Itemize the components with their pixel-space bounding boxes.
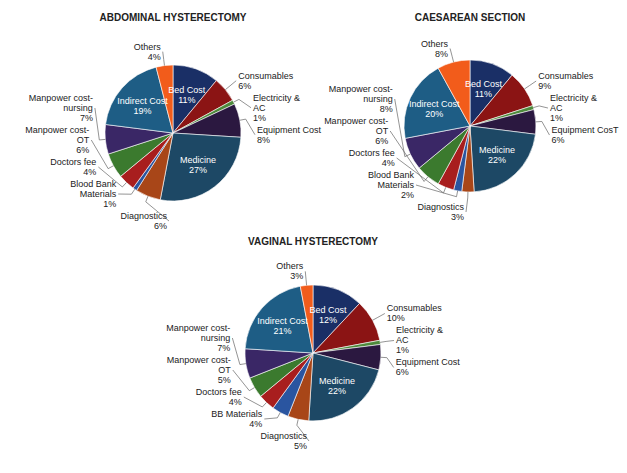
svg-text:4%: 4% [229, 397, 242, 407]
svg-text:Manpower cost-: Manpower cost- [167, 355, 231, 365]
svg-text:1%: 1% [396, 345, 409, 355]
svg-text:Indirect Cost: Indirect Cost [409, 99, 460, 109]
svg-text:AC: AC [550, 103, 563, 113]
svg-text:6%: 6% [396, 367, 409, 377]
svg-text:1%: 1% [253, 113, 266, 123]
svg-text:6%: 6% [551, 135, 564, 145]
svg-text:Electricity &: Electricity & [396, 325, 443, 335]
svg-text:Electricity &: Electricity & [550, 93, 597, 103]
html-text:CAESAREAN SECTION: CAESAREAN SECTION [414, 12, 526, 23]
svg-text:Manpower cost-: Manpower cost- [329, 84, 393, 94]
svg-text:Consumables: Consumables [238, 71, 294, 81]
svg-text:Medicine: Medicine [319, 376, 355, 386]
html-text:ABDOMINAL HYSTERECTOMY: ABDOMINAL HYSTERECTOMY [99, 12, 247, 23]
svg-text:6%: 6% [238, 81, 251, 91]
svg-text:Materials: Materials [377, 180, 414, 190]
svg-text:Others: Others [134, 42, 162, 52]
html-text:VAGINAL HYSTERECTOMY: VAGINAL HYSTERECTOMY [248, 236, 378, 247]
svg-text:7%: 7% [80, 113, 93, 123]
svg-text:Doctors fee: Doctors fee [50, 157, 96, 167]
svg-text:Doctors fee: Doctors fee [349, 148, 395, 158]
svg-text:Bed Cost: Bed Cost [168, 85, 206, 95]
svg-text:22%: 22% [488, 155, 506, 165]
svg-text:4%: 4% [249, 419, 262, 429]
svg-text:4%: 4% [382, 158, 395, 168]
svg-text:BB Materials: BB Materials [211, 409, 263, 419]
svg-text:Others: Others [421, 39, 449, 49]
svg-text:AC: AC [253, 103, 266, 113]
svg-text:8%: 8% [435, 49, 448, 59]
svg-text:Manpower cost-: Manpower cost- [29, 93, 93, 103]
svg-text:Manpower cost-: Manpower cost- [25, 125, 89, 135]
svg-text:9%: 9% [538, 81, 551, 91]
svg-text:Manpower cost-: Manpower cost- [166, 323, 230, 333]
svg-text:22%: 22% [328, 386, 346, 396]
svg-text:Indirect Cost: Indirect Cost [117, 96, 168, 106]
svg-text:OT: OT [376, 126, 389, 136]
svg-text:Others: Others [276, 261, 304, 271]
svg-text:Equipment Cost: Equipment Cost [257, 125, 322, 135]
svg-text:Bed Cost: Bed Cost [465, 79, 503, 89]
svg-text:3%: 3% [290, 271, 303, 281]
svg-text:Blood Bank: Blood Bank [368, 170, 415, 180]
svg-text:8%: 8% [380, 104, 393, 114]
svg-text:6%: 6% [76, 145, 89, 155]
svg-text:4%: 4% [148, 52, 161, 62]
svg-text:Equipment Cost: Equipment Cost [396, 357, 461, 367]
svg-text:10%: 10% [387, 313, 405, 323]
svg-text:8%: 8% [257, 135, 270, 145]
svg-text:6%: 6% [375, 136, 388, 146]
svg-text:Indirect Cost: Indirect Cost [257, 316, 308, 326]
svg-text:19%: 19% [133, 106, 151, 116]
svg-text:Consumables: Consumables [538, 71, 594, 81]
svg-text:1%: 1% [103, 199, 116, 209]
svg-text:nursing: nursing [201, 333, 231, 343]
svg-text:Consumables: Consumables [387, 303, 443, 313]
svg-text:27%: 27% [189, 165, 207, 175]
svg-text:Diagnostics: Diagnostics [120, 211, 167, 221]
svg-text:4%: 4% [83, 167, 96, 177]
svg-text:3%: 3% [451, 212, 464, 222]
svg-text:Electricity &: Electricity & [253, 93, 300, 103]
svg-text:Equipment CosT: Equipment CosT [551, 125, 619, 135]
svg-text:12%: 12% [319, 315, 337, 325]
svg-text:Diagnostics: Diagnostics [260, 431, 307, 441]
svg-text:21%: 21% [273, 326, 291, 336]
svg-text:OT: OT [218, 365, 231, 375]
svg-text:OT: OT [77, 135, 90, 145]
svg-text:5%: 5% [218, 375, 231, 385]
svg-text:Blood Bank: Blood Bank [70, 179, 117, 189]
svg-text:6%: 6% [154, 221, 167, 231]
svg-text:20%: 20% [425, 109, 443, 119]
svg-text:Bed Cost: Bed Cost [310, 305, 348, 315]
svg-text:AC: AC [396, 335, 409, 345]
svg-text:nursing: nursing [363, 94, 393, 104]
svg-text:11%: 11% [475, 89, 492, 99]
svg-text:5%: 5% [294, 441, 307, 451]
svg-text:1%: 1% [550, 113, 563, 123]
svg-text:Medicine: Medicine [180, 155, 216, 165]
svg-text:7%: 7% [217, 343, 230, 353]
svg-text:2%: 2% [401, 190, 414, 200]
svg-text:Medicine: Medicine [479, 145, 515, 155]
svg-text:11%: 11% [178, 95, 195, 105]
svg-text:Manpower cost-: Manpower cost- [324, 116, 388, 126]
svg-text:Diagnostics: Diagnostics [417, 202, 464, 212]
svg-text:nursing: nursing [63, 103, 93, 113]
svg-text:Doctors fee: Doctors fee [196, 387, 242, 397]
svg-text:Materials: Materials [80, 189, 117, 199]
